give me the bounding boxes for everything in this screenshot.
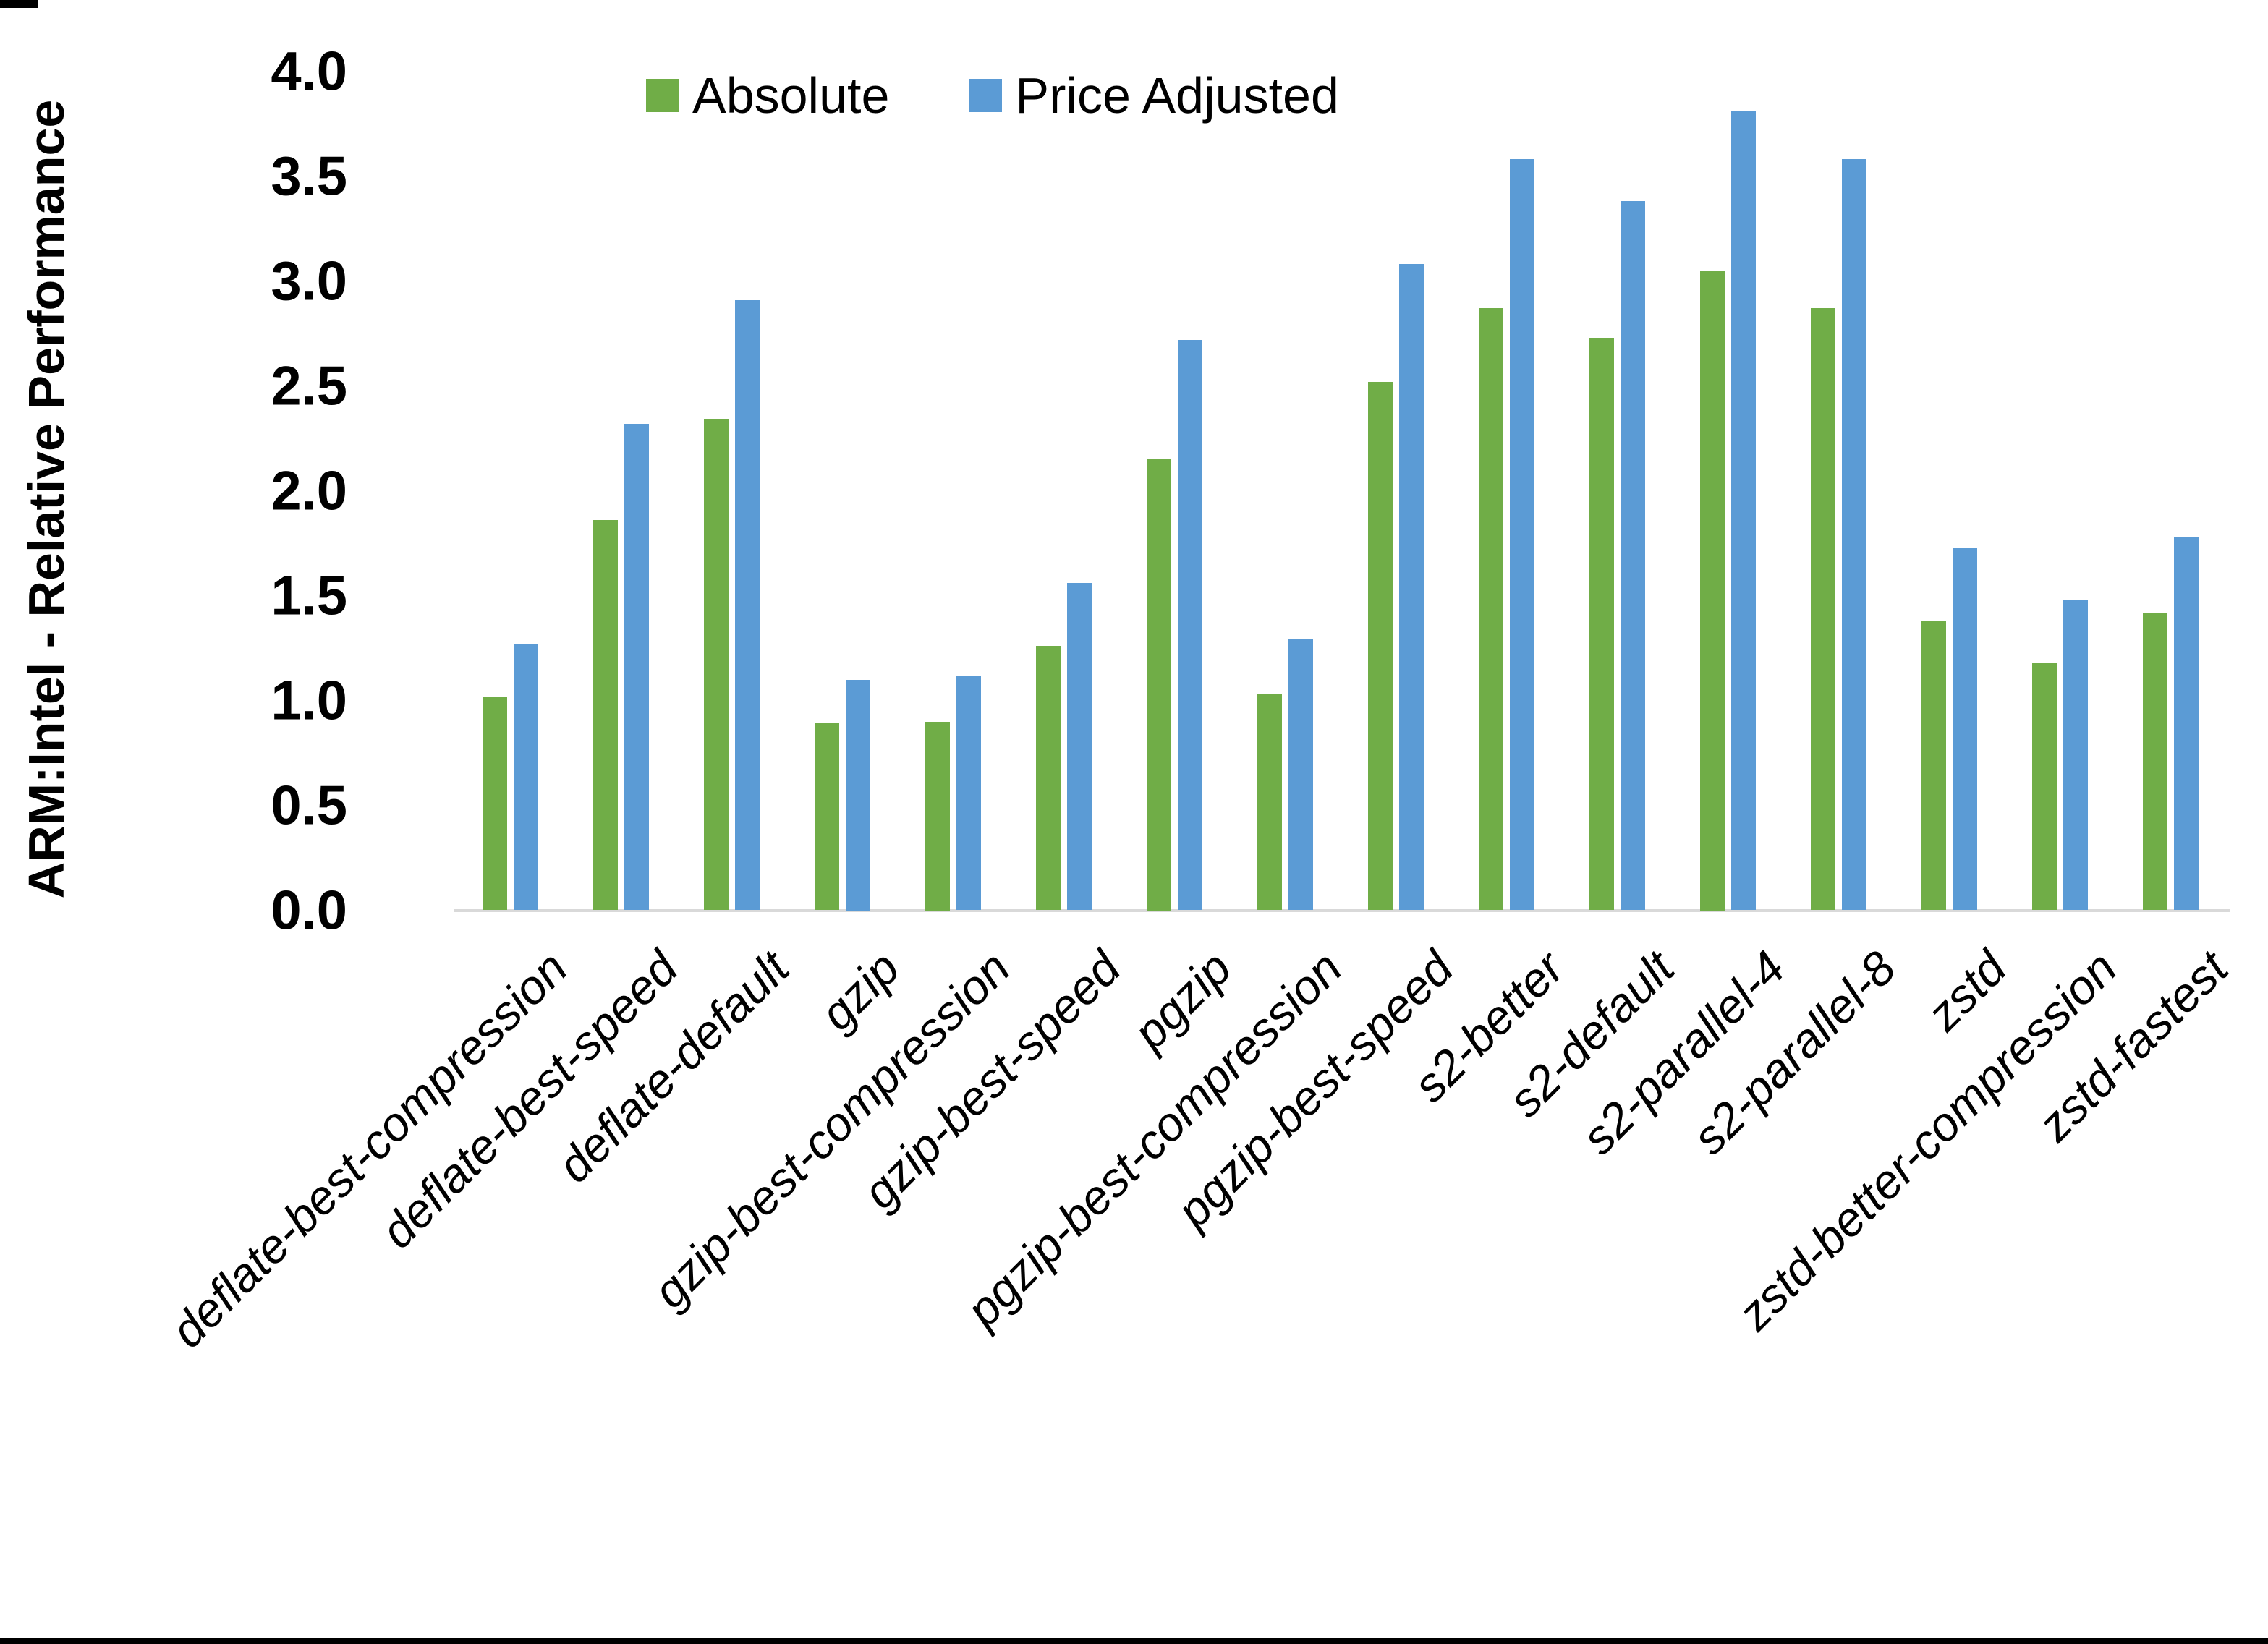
bar-s2-parallel-4-price-adjusted	[1731, 111, 1756, 911]
bar-pgzip-best-compression-absolute	[1257, 694, 1282, 911]
bar-s2-parallel-8-absolute	[1811, 308, 1835, 911]
bar-deflate-best-compression-absolute	[483, 696, 507, 911]
bar-pgzip-best-speed-absolute	[1368, 381, 1393, 911]
bar-zstd-absolute	[1921, 621, 1946, 911]
bar-gzip-absolute	[815, 723, 839, 911]
bar-zstd-better-compression-price-adjusted	[2063, 600, 2088, 911]
bar-gzip-best-compression-price-adjusted	[956, 675, 981, 911]
bar-deflate-default-price-adjusted	[735, 299, 760, 911]
bar-s2-default-price-adjusted	[1621, 201, 1645, 911]
legend: Absolute Price Adjusted	[646, 67, 1339, 124]
y-tick-label-2.0: 2.0	[271, 460, 347, 521]
frame-corner-mark	[0, 0, 38, 8]
legend-label-price-adjusted: Price Adjusted	[1015, 67, 1339, 124]
bar-s2-better-absolute	[1479, 308, 1503, 911]
bar-s2-parallel-8-price-adjusted	[1842, 159, 1866, 911]
absolute-series-swatch-icon	[646, 79, 679, 112]
bar-s2-default-absolute	[1589, 337, 1614, 911]
bar-pgzip-absolute	[1147, 459, 1171, 911]
y-tick-label-3.0: 3.0	[271, 250, 347, 312]
bar-s2-better-price-adjusted	[1510, 159, 1534, 911]
bar-pgzip-best-compression-price-adjusted	[1288, 639, 1313, 911]
y-tick-label-0.5: 0.5	[271, 775, 347, 836]
bar-zstd-better-compression-absolute	[2032, 663, 2057, 911]
bar-gzip-best-speed-price-adjusted	[1067, 583, 1092, 911]
bar-deflate-best-speed-absolute	[593, 520, 618, 911]
frame-bottom-edge	[0, 1638, 2268, 1644]
bar-deflate-best-speed-price-adjusted	[624, 423, 649, 911]
bar-gzip-best-speed-absolute	[1036, 646, 1061, 911]
bar-zstd-fastest-price-adjusted	[2174, 537, 2199, 911]
bar-zstd-fastest-absolute	[2143, 612, 2167, 911]
x-axis-line	[454, 908, 2230, 912]
y-axis-title: ARM:Intel - Relative Performance	[18, 99, 75, 899]
bar-pgzip-price-adjusted	[1178, 339, 1202, 911]
legend-item-price-adjusted: Price Adjusted	[969, 67, 1339, 124]
y-tick-label-3.5: 3.5	[271, 145, 347, 207]
y-tick-label-1.5: 1.5	[271, 565, 347, 626]
y-tick-label-1.0: 1.0	[271, 670, 347, 731]
bar-s2-parallel-4-absolute	[1700, 271, 1725, 911]
y-tick-label-2.5: 2.5	[271, 355, 347, 417]
bar-gzip-best-compression-absolute	[925, 721, 950, 911]
bar-deflate-best-compression-price-adjusted	[514, 644, 538, 911]
bar-deflate-default-absolute	[704, 419, 729, 911]
legend-label-absolute: Absolute	[692, 67, 890, 124]
bar-pgzip-best-speed-price-adjusted	[1399, 264, 1424, 911]
price-adjusted-series-swatch-icon	[969, 79, 1003, 112]
bar-zstd-price-adjusted	[1953, 547, 1977, 911]
y-tick-label-0.0: 0.0	[271, 880, 347, 941]
y-tick-label-4.0: 4.0	[271, 41, 347, 102]
bar-gzip-price-adjusted	[846, 679, 870, 911]
legend-item-absolute: Absolute	[646, 67, 889, 124]
